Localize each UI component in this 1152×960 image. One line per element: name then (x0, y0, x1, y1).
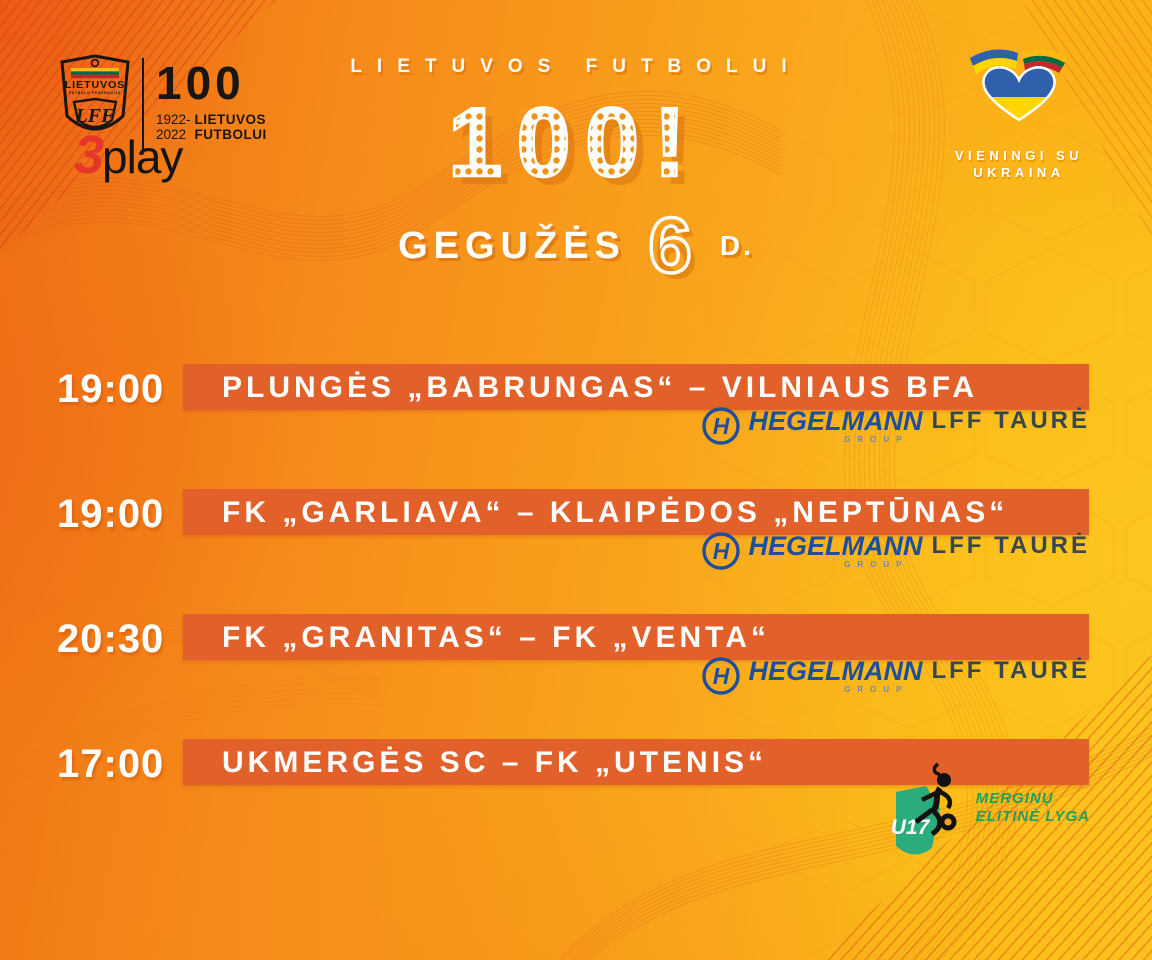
hegelmann-h: H (713, 663, 730, 689)
unity-line1: VIENINGI SU (954, 148, 1084, 163)
centenary-number: 100 (156, 57, 245, 109)
date-month: GEGUŽĖS (398, 224, 626, 267)
title-100-shadow: 100! (456, 95, 708, 204)
tv3play-logo: 3play (74, 124, 183, 186)
tv3play-digit: 3 (74, 125, 104, 185)
hegelmann-group-label: GROUP (844, 560, 909, 569)
title-100-graphic: 100! 100! (447, 86, 708, 205)
hegelmann-name: HEGELMANN (748, 656, 923, 686)
competition-name: LFF TAURĖ (931, 532, 1090, 559)
crest-monogram: LFF (75, 105, 116, 127)
match-bar: FK „GRANITAS“ – FK „VENTA“ (183, 614, 1089, 660)
centenary-year1: 1922- (156, 112, 191, 127)
competition-logo-hegelmann: H HEGELMANN GROUP LFF TAURĖ (701, 531, 1090, 571)
u17-badge-text: U17 (891, 816, 931, 839)
lff-crest-icon: LIETUVOS FUTBOLO FEDERACIJA LFF (60, 54, 130, 131)
hegelmann-circle-h-icon: H (702, 532, 741, 570)
hegelmann-h: H (713, 538, 730, 564)
hegelmann-wordmark: HEGELMANN GROUP (748, 656, 923, 695)
hegelmann-wordmark: HEGELMANN GROUP (748, 406, 923, 445)
title-small: LIETUVOS FUTBOLUI (350, 56, 802, 77)
hegelmann-name: HEGELMANN (748, 406, 923, 436)
match-time: 19:00 (57, 367, 165, 411)
u17-line2: ELITINĖ LYGA (975, 808, 1090, 825)
match-teams: FK „GRANITAS“ – FK „VENTA“ (222, 621, 770, 654)
u17-line1: MERGINŲ (975, 790, 1054, 807)
competition-name: LFF TAURĖ (931, 407, 1090, 434)
date-day-text: 6 (648, 204, 691, 288)
crest-country-label: LIETUVOS (65, 79, 126, 91)
hegelmann-circle-h-icon: H (702, 407, 741, 445)
competition-logo-hegelmann: H HEGELMANN GROUP LFF TAURĖ (701, 656, 1090, 696)
centenary-word2: FUTBOLUI (194, 127, 267, 142)
tv3play-word: play (102, 131, 183, 183)
match-time: 20:30 (57, 617, 165, 661)
match-bar: FK „GARLIAVA“ – KLAIPĖDOS „NEPTŪNAS“ (183, 489, 1089, 535)
logo-divider (142, 58, 144, 150)
unity-text: VIENINGI SU UKRAINA (934, 147, 1104, 181)
main-title: LIETUVOS FUTBOLUI 100! 100! (226, 56, 926, 209)
match-time: 17:00 (57, 742, 165, 786)
hegelmann-h: H (713, 413, 730, 439)
match-time: 19:00 (57, 492, 165, 536)
competition-name: LFF TAURĖ (931, 657, 1090, 684)
centenary-logo: 100 1922- LIETUVOS 2022 FUTBOLUI (156, 60, 271, 142)
competition-logo-u17: U17 MERGINŲ ELITINĖ LYGA (882, 762, 1090, 866)
centenary-year2: 2022 (156, 127, 187, 142)
hegelmann-name: HEGELMANN (748, 531, 923, 561)
date-day-shadow: 6 (654, 207, 697, 288)
unity-line2: UKRAINA (973, 165, 1065, 180)
match-bar: PLUNGĖS „BABRUNGAS“ – VILNIAUS BFA (183, 364, 1089, 410)
hegelmann-group-label: GROUP (844, 435, 909, 444)
centenary-caption: 1922- LIETUVOS 2022 FUTBOLUI (156, 112, 271, 142)
match-teams: FK „GARLIAVA“ – KLAIPĖDOS „NEPTŪNAS“ (222, 496, 1009, 529)
hegelmann-wordmark: HEGELMANN GROUP (748, 531, 923, 570)
hegelmann-circle-h-icon: H (702, 657, 741, 695)
title-100-text: 100! (448, 87, 700, 197)
hegelmann-group-label: GROUP (844, 685, 909, 694)
crest-federation-label: FUTBOLO FEDERACIJA (69, 91, 121, 95)
unity-heart-icon (970, 49, 1068, 122)
match-teams: UKMERGĖS SC – FK „UTENIS“ (222, 746, 768, 779)
match-teams: PLUNGĖS „BABRUNGAS“ – VILNIAUS BFA (222, 371, 979, 404)
centenary-word1: LIETUVOS (194, 112, 267, 127)
competition-logo-hegelmann: H HEGELMANN GROUP LFF TAURĖ (701, 406, 1090, 446)
u17-league-name: MERGINŲ ELITINĖ LYGA (976, 790, 1090, 826)
u17-badge-icon: U17 (891, 762, 957, 855)
date-line: GEGUŽĖS 6 6 D. (398, 204, 754, 288)
player-figure-icon (914, 762, 957, 837)
date-day-graphic: 6 6 (646, 204, 697, 288)
date-suffix: D. (719, 230, 754, 261)
unity-ukraine-logo: VIENINGI SU UKRAINA (934, 40, 1104, 181)
